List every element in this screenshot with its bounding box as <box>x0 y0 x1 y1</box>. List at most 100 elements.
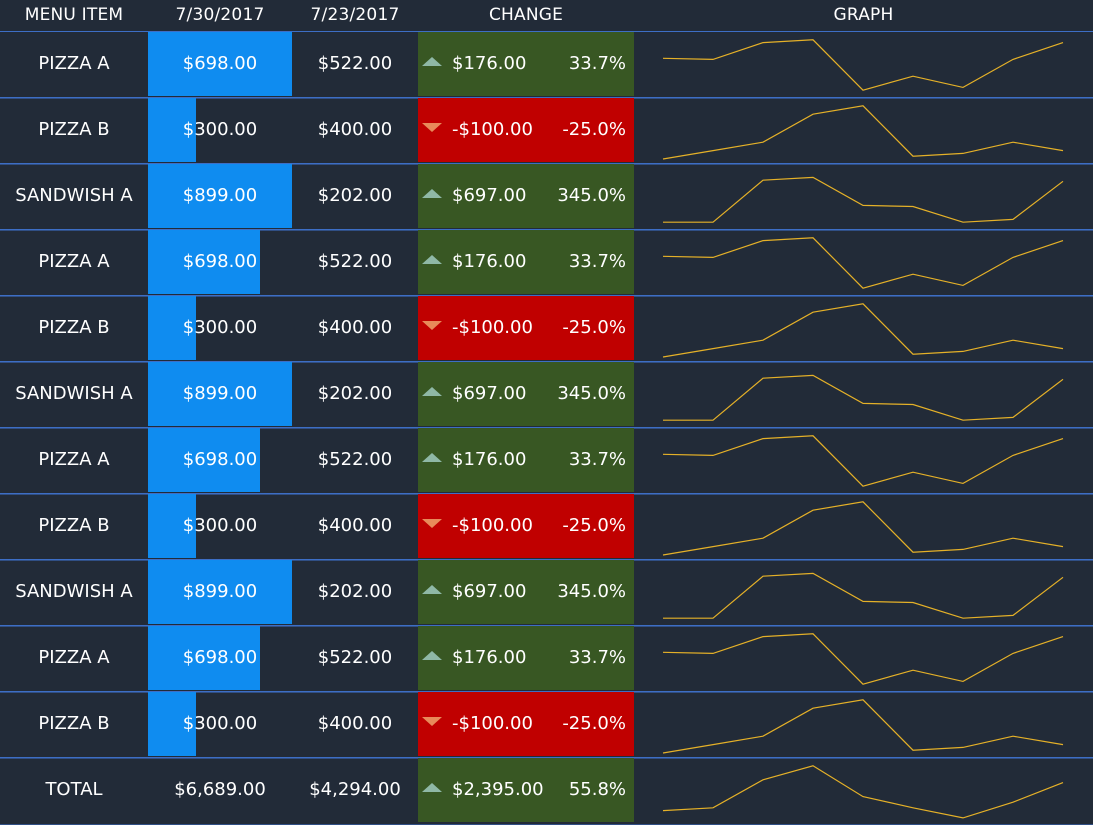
menu-item-cell: PIZZA A <box>38 647 110 668</box>
current-value-cell: $698.00 <box>148 428 292 492</box>
table-row: PIZZA B $300.00 $400.00 -$100.00 -25.0% <box>0 97 1093 165</box>
menu-item-cell: SANDWISH A <box>15 185 133 206</box>
triangle-up-icon <box>422 651 442 660</box>
sparkline-series <box>662 105 1064 160</box>
sparkline <box>662 237 1064 289</box>
triangle-up-icon <box>422 783 442 792</box>
data-bar <box>148 362 292 426</box>
triangle-down-icon <box>422 123 442 132</box>
change-cell: $697.00 345.0% <box>418 362 634 426</box>
sparkline <box>663 374 1064 421</box>
table-header: MENU ITEM 7/30/2017 7/23/2017 CHANGE GRA… <box>0 0 1093 31</box>
current-value: $300.00 <box>182 515 258 536</box>
graph-cell <box>634 98 1093 162</box>
graph-cell <box>634 164 1093 228</box>
change-cell: $176.00 33.7% <box>418 626 634 690</box>
graph-cell <box>634 32 1093 96</box>
menu-item-cell: SANDWISH A <box>15 383 133 404</box>
triangle-up-icon <box>422 57 442 66</box>
graph-cell <box>634 560 1093 624</box>
sparkline-series <box>662 765 1064 819</box>
triangle-down-icon <box>422 321 442 330</box>
previous-value: $400.00 <box>317 119 393 140</box>
total-row: TOTAL $6,689.00 $4,294.00 $2,395.00 55.8% <box>0 757 1093 825</box>
change-amount: $176.00 <box>452 449 527 470</box>
previous-value: $522.00 <box>317 53 393 74</box>
graph-cell <box>634 494 1093 558</box>
change-amount: -$100.00 <box>452 713 533 734</box>
header-change: CHANGE <box>488 5 564 25</box>
sparkline <box>662 633 1064 685</box>
change-cell: $176.00 33.7% <box>418 32 634 96</box>
menu-item-cell: PIZZA A <box>38 53 110 74</box>
triangle-up-icon <box>422 387 442 396</box>
change-amount: $2,395.00 <box>452 779 544 800</box>
change-amount: $697.00 <box>452 581 527 602</box>
data-bar <box>148 164 292 228</box>
current-value-cell: $300.00 <box>148 494 292 558</box>
current-value-cell: $899.00 <box>148 362 292 426</box>
change-cell: -$100.00 -25.0% <box>418 98 634 162</box>
previous-value: $202.00 <box>317 185 393 206</box>
table-row: PIZZA B $300.00 $400.00 -$100.00 -25.0% <box>0 295 1093 363</box>
change-percent: -25.0% <box>562 317 626 338</box>
sparkline-series <box>663 374 1064 421</box>
change-amount: $176.00 <box>452 53 527 74</box>
change-cell: $2,395.00 55.8% <box>418 758 634 822</box>
sparkline-series <box>662 633 1064 685</box>
change-amount: $176.00 <box>452 251 527 272</box>
sparkline <box>662 435 1064 487</box>
data-bar <box>148 230 260 294</box>
change-percent: -25.0% <box>562 713 626 734</box>
change-percent: 345.0% <box>557 383 626 404</box>
triangle-up-icon <box>422 585 442 594</box>
change-amount: $697.00 <box>452 185 527 206</box>
current-value-cell: $899.00 <box>148 164 292 228</box>
header-current-date: 7/30/2017 <box>175 5 265 25</box>
sparkline-series <box>662 501 1064 556</box>
sparkline-series <box>662 39 1064 91</box>
current-value-cell: $899.00 <box>148 560 292 624</box>
previous-value: $202.00 <box>317 581 393 602</box>
change-percent: 33.7% <box>568 647 626 668</box>
graph-cell <box>634 230 1093 294</box>
sparkline <box>662 39 1064 91</box>
sparkline <box>662 105 1064 160</box>
change-percent: -25.0% <box>562 515 626 536</box>
change-amount: -$100.00 <box>452 119 533 140</box>
table-row: SANDWISH A $899.00 $202.00 $697.00 345.0% <box>0 361 1093 429</box>
graph-cell <box>634 296 1093 360</box>
current-value-cell: $698.00 <box>148 626 292 690</box>
sparkline-series <box>662 435 1064 487</box>
current-value-cell: $300.00 <box>148 296 292 360</box>
current-value: $6,689.00 <box>174 779 266 800</box>
change-percent: 33.7% <box>568 251 626 272</box>
table-row: PIZZA A $698.00 $522.00 $176.00 33.7% <box>0 427 1093 495</box>
data-bar <box>148 626 260 690</box>
header-previous-date: 7/23/2017 <box>310 5 400 25</box>
menu-item-cell: PIZZA A <box>38 449 110 470</box>
data-bar <box>148 296 196 360</box>
sparkline <box>663 176 1064 223</box>
sparkline-series <box>662 303 1064 358</box>
sparkline <box>662 303 1064 358</box>
current-value: $300.00 <box>182 119 258 140</box>
change-cell: $697.00 345.0% <box>418 164 634 228</box>
triangle-up-icon <box>422 453 442 462</box>
change-cell: -$100.00 -25.0% <box>418 692 634 756</box>
current-value: $300.00 <box>182 713 258 734</box>
change-amount: -$100.00 <box>452 317 533 338</box>
change-cell: $697.00 345.0% <box>418 560 634 624</box>
triangle-up-icon <box>422 189 442 198</box>
data-bar <box>148 98 196 162</box>
table-row: PIZZA B $300.00 $400.00 -$100.00 -25.0% <box>0 493 1093 561</box>
current-value-cell: $698.00 <box>148 32 292 96</box>
change-percent: -25.0% <box>562 119 626 140</box>
triangle-up-icon <box>422 255 442 264</box>
sparkline <box>663 572 1064 619</box>
change-cell: $176.00 33.7% <box>418 428 634 492</box>
sparkline <box>662 501 1064 556</box>
current-value-cell: $300.00 <box>148 98 292 162</box>
data-bar <box>148 428 260 492</box>
previous-value: $522.00 <box>317 449 393 470</box>
